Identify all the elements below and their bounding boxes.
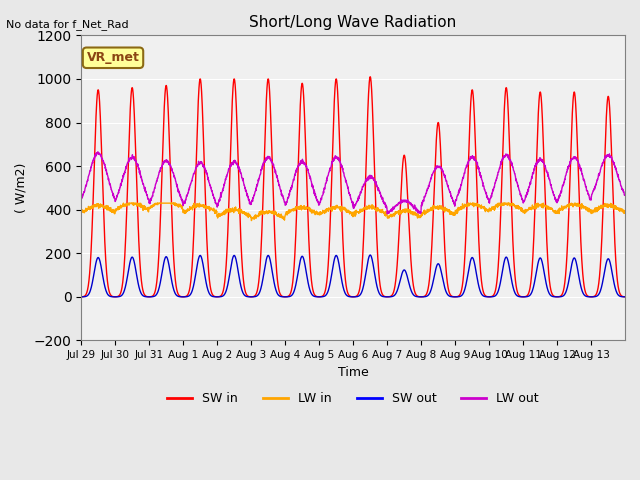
Y-axis label: ( W/m2): ( W/m2) [15, 163, 28, 213]
Title: Short/Long Wave Radiation: Short/Long Wave Radiation [250, 15, 457, 30]
Text: No data for f_Net_Rad: No data for f_Net_Rad [6, 19, 129, 30]
Legend: SW in, LW in, SW out, LW out: SW in, LW in, SW out, LW out [162, 387, 544, 410]
Text: VR_met: VR_met [86, 51, 140, 64]
X-axis label: Time: Time [338, 366, 369, 379]
